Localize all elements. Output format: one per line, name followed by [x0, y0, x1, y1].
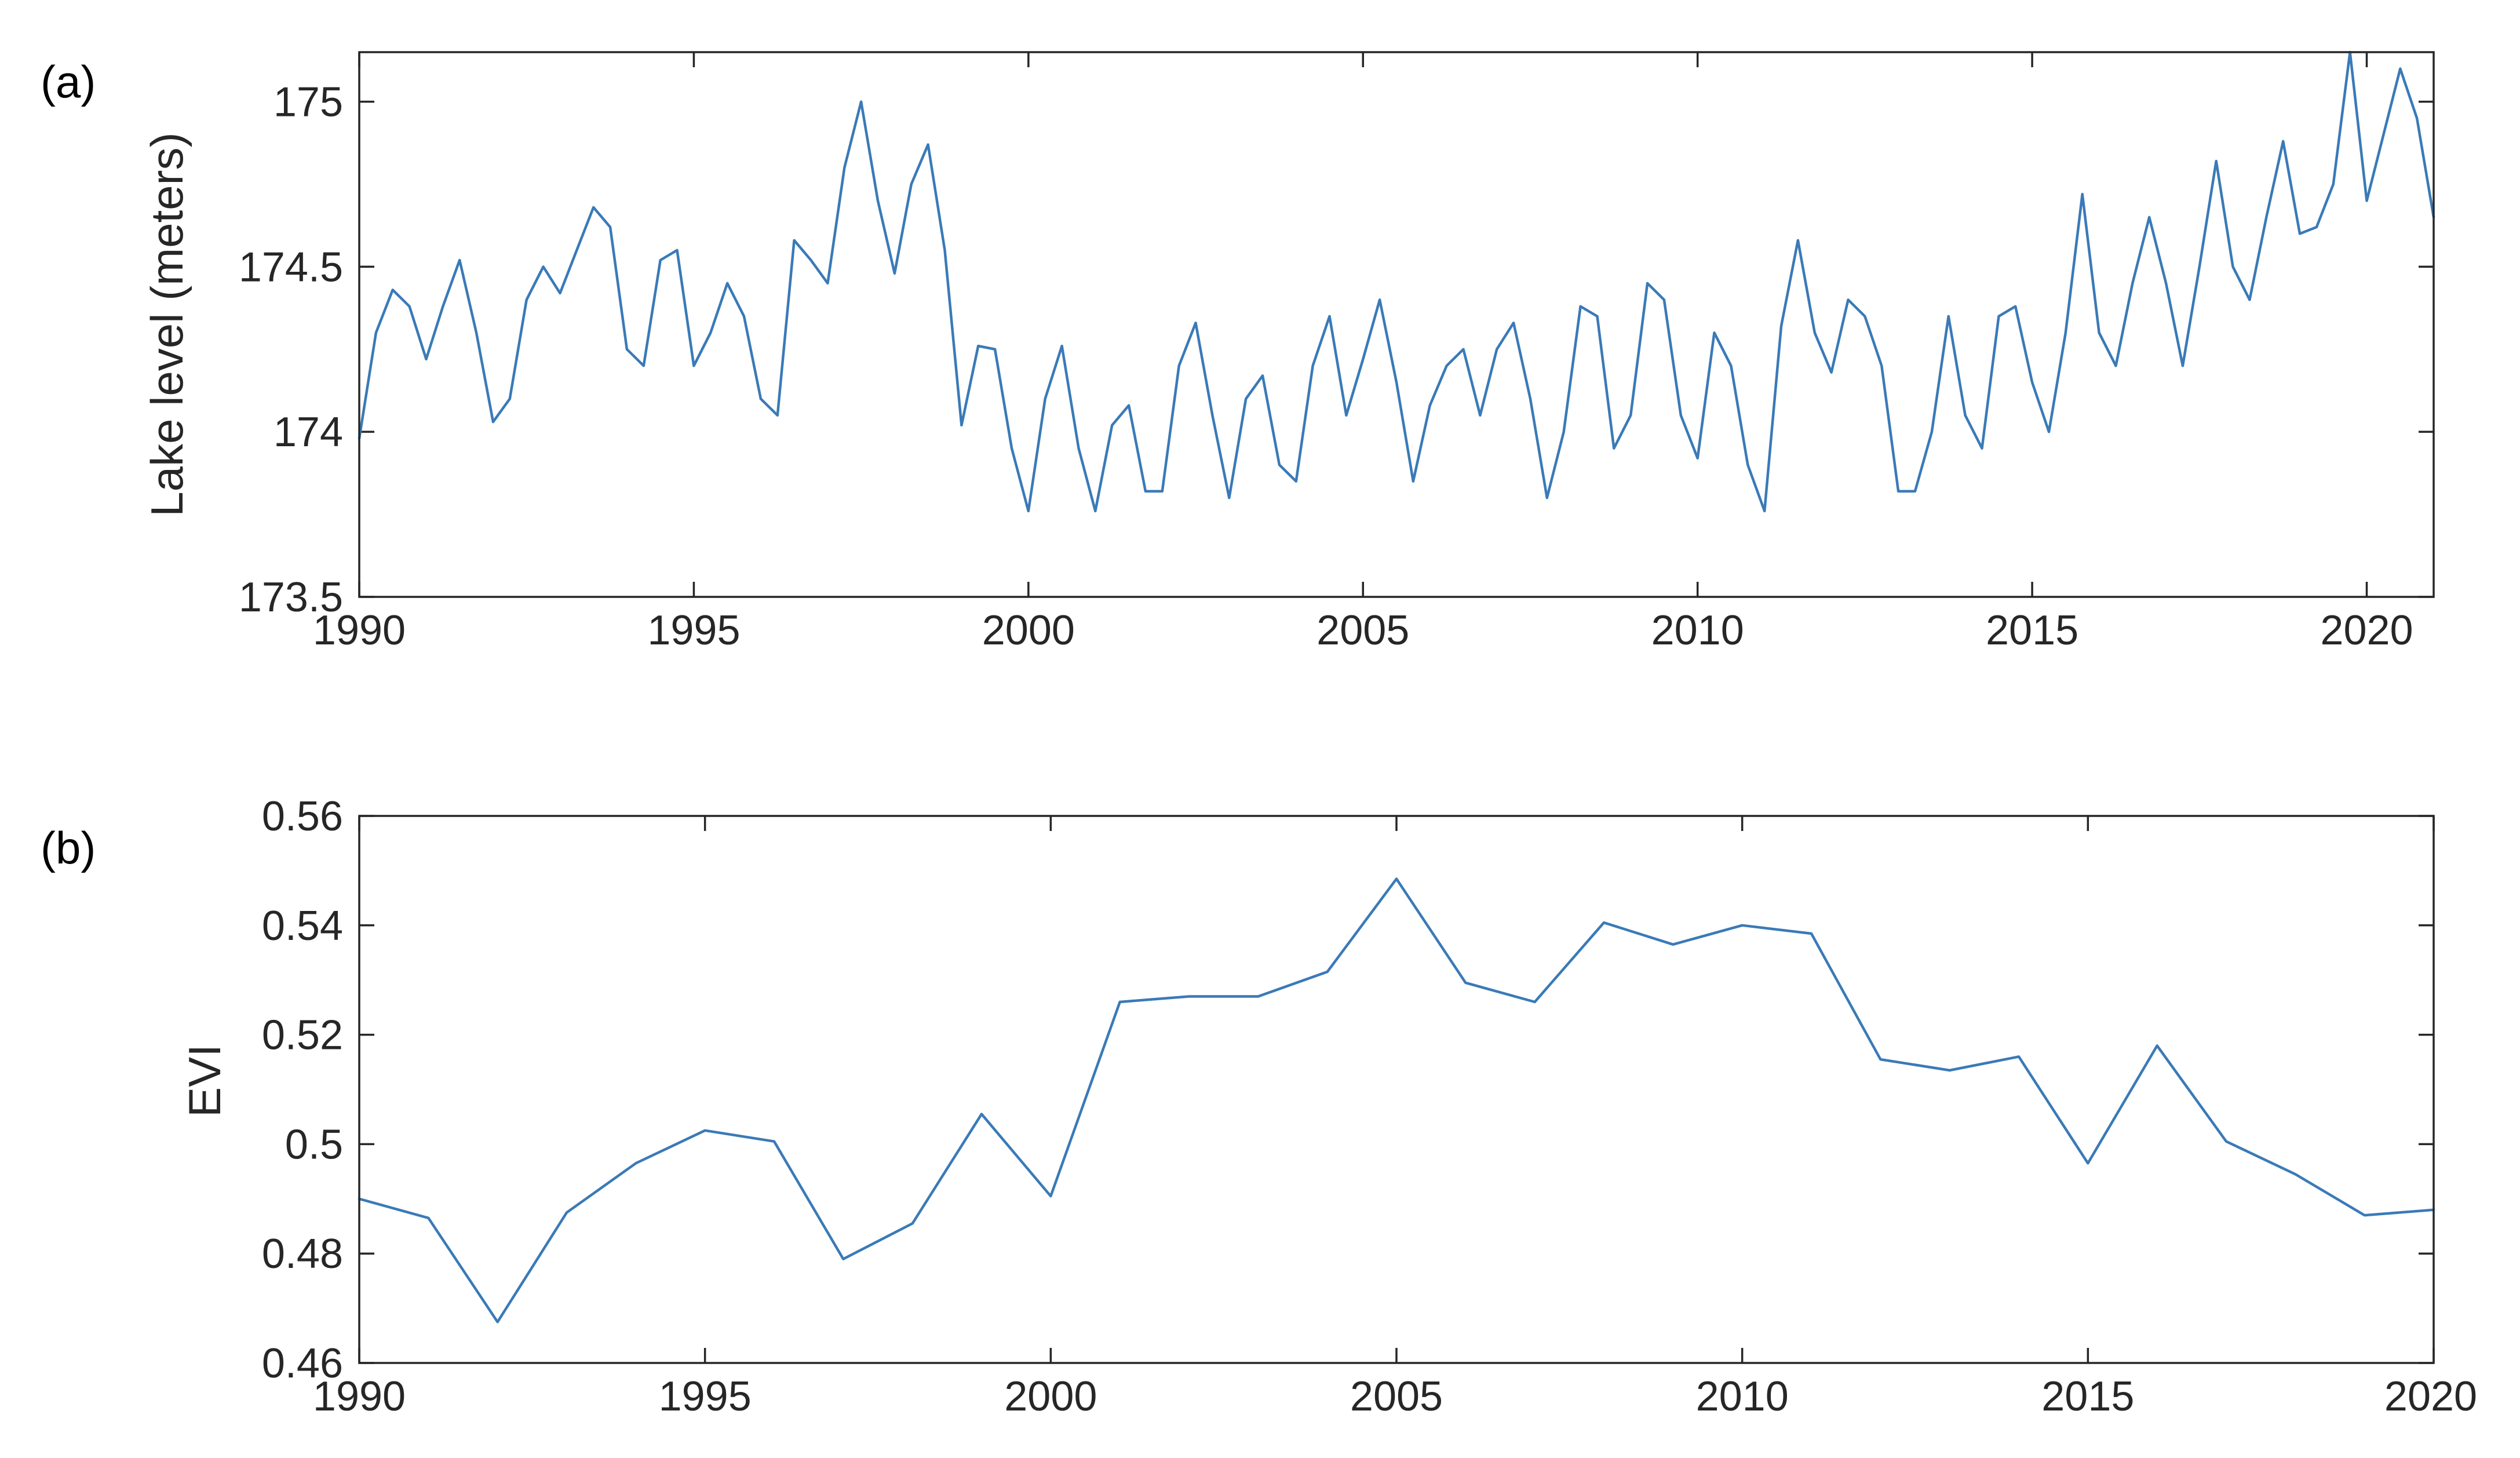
panel-b-ticks: 1990 1995 2000 2005 2010 2015 2020 0.46 0.48 0.5 0…: [262, 793, 2477, 1420]
panel-a-y-tick-label: 174: [273, 409, 343, 455]
panel-a-axes-box: [358, 51, 2435, 598]
panel-a-y-tick-label: 175: [273, 79, 343, 125]
panel-a-x-tick-label: 2020: [2320, 607, 2413, 654]
panel-a-x-tick-label: 2010: [1651, 607, 1744, 654]
panel-b-evi-chart: (b) EVI 1990 1995 2000 2005 2010 2015 2020 0.46…: [41, 793, 2477, 1420]
panel-b-axes-box: [358, 815, 2435, 1364]
panel-a-series-line: [358, 50, 2435, 513]
panel-a-label: (a): [41, 56, 96, 107]
panel-a-y-tick-label: 173.5: [239, 574, 343, 621]
panel-a-y-axis-label: Lake level (meters): [141, 132, 192, 516]
panel-a-x-tick-label: 2015: [1986, 607, 2078, 654]
panel-a-lake-level-chart: (a) Lake level (meters) 1990 1995 2000 2005…: [41, 50, 2435, 654]
panel-a-x-tick-label: 1995: [647, 607, 740, 654]
panel-a-x-tick-label: 2005: [1316, 607, 1409, 654]
panel-b-y-tick-label: 0.52: [262, 1012, 343, 1059]
panel-b-x-tick-label: 2000: [1004, 1373, 1097, 1420]
panel-b-x-tick-label: 2015: [2041, 1373, 2134, 1420]
panel-b-series-line: [358, 877, 2435, 1324]
panel-b-y-tick-label: 0.48: [262, 1231, 343, 1277]
panel-b-y-axis-label: EVI: [179, 1044, 230, 1117]
panel-b-y-tick-label: 0.46: [262, 1340, 343, 1387]
panel-b-x-tick-label: 1995: [659, 1373, 752, 1420]
panel-b-x-tick-label: 1990: [313, 1373, 406, 1420]
panel-b-y-tick-label: 0.56: [262, 793, 343, 840]
panel-b-x-tick-label: 2020: [2384, 1373, 2477, 1420]
panel-b-x-tick-label: 2010: [1696, 1373, 1789, 1420]
panel-a-x-tick-label: 2000: [982, 607, 1075, 654]
panel-b-y-tick-label: 0.5: [285, 1121, 343, 1168]
panel-b-label: (b): [41, 822, 96, 873]
panel-a-y-tick-label: 174.5: [239, 244, 343, 290]
panel-b-y-tick-label: 0.54: [262, 903, 343, 949]
panel-b-x-tick-label: 2005: [1350, 1373, 1443, 1420]
panel-a-ticks: 1990 1995 2000 2005 2010 2015 2020 173.5 174 174.…: [239, 52, 2434, 654]
panel-a-x-tick-label: 1990: [313, 607, 406, 654]
